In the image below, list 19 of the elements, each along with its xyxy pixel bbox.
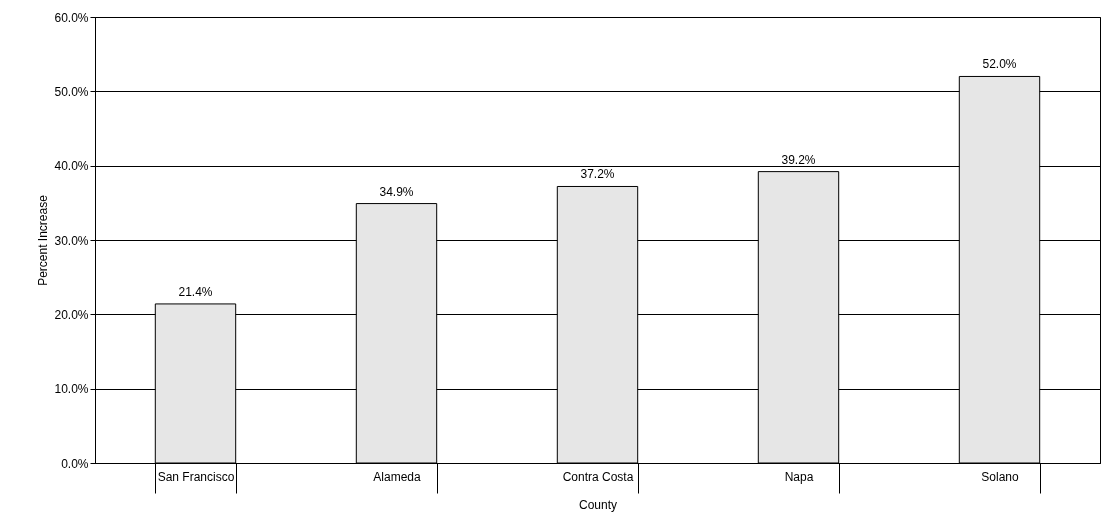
data-label: 52.0% bbox=[982, 57, 1017, 72]
x-tick-label: Solano bbox=[981, 469, 1019, 484]
y-tick-label: 0.0% bbox=[61, 456, 89, 471]
x-axis-title: County bbox=[578, 498, 618, 512]
data-label: 21.4% bbox=[178, 284, 213, 299]
x-tick-label: Napa bbox=[784, 469, 814, 484]
y-axis-title: Percent Increase bbox=[36, 194, 51, 286]
x-tick-label: San Francisco bbox=[157, 469, 235, 484]
y-tick-label: 10.0% bbox=[54, 382, 89, 397]
y-tick-label: 30.0% bbox=[54, 233, 89, 248]
y-tick-label: 40.0% bbox=[54, 159, 89, 174]
y-tick-label: 50.0% bbox=[54, 84, 89, 99]
x-tick-label: Contra Costa bbox=[562, 469, 634, 484]
data-label: 34.9% bbox=[379, 184, 414, 199]
data-label: 37.2% bbox=[580, 167, 615, 182]
x-tick-label: Alameda bbox=[373, 469, 421, 484]
y-tick-label: 60.0% bbox=[54, 10, 89, 25]
y-tick-label: 20.0% bbox=[54, 307, 89, 322]
data-label: 39.2% bbox=[781, 152, 816, 167]
